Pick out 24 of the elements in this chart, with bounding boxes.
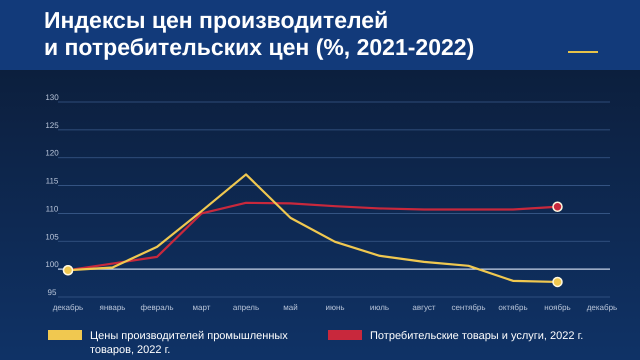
- y-tick-label: 95: [48, 288, 57, 297]
- y-tick-label: 115: [46, 176, 59, 186]
- x-tick-label: апрель: [232, 303, 260, 312]
- y-tick-label: 120: [45, 148, 60, 158]
- x-tick-label: март: [192, 303, 211, 312]
- y-tick-label: 130: [45, 93, 60, 102]
- y-tick-label: 105: [45, 232, 60, 242]
- x-tick-label: май: [283, 303, 298, 312]
- x-tick-label: январь: [100, 303, 126, 312]
- x-tick-label: август: [412, 303, 436, 312]
- x-tick-label: февраль: [140, 303, 174, 312]
- y-tick-label: 125: [45, 120, 60, 130]
- x-tick-label: июль: [370, 303, 390, 312]
- y-tick-label: 110: [46, 204, 59, 214]
- x-tick-label: июнь: [325, 303, 345, 312]
- x-tick-label: декабрь: [586, 303, 618, 312]
- x-tick-label: декабрь: [52, 303, 84, 312]
- chart-title: Индексы цен производителей и потребительских цен (%, 2021-2022): [44, 7, 474, 60]
- legend-label: Цены производителей промышленных товаров, 2022 г.: [90, 330, 288, 356]
- x-tick-label: октябрь: [498, 303, 528, 312]
- legend-label: Потребительские товары и услуги, 2022 г.: [370, 330, 584, 342]
- x-tick-label: сентябрь: [451, 303, 486, 312]
- x-tick-label: ноябрь: [544, 303, 571, 312]
- y-tick-label: 100: [45, 260, 60, 270]
